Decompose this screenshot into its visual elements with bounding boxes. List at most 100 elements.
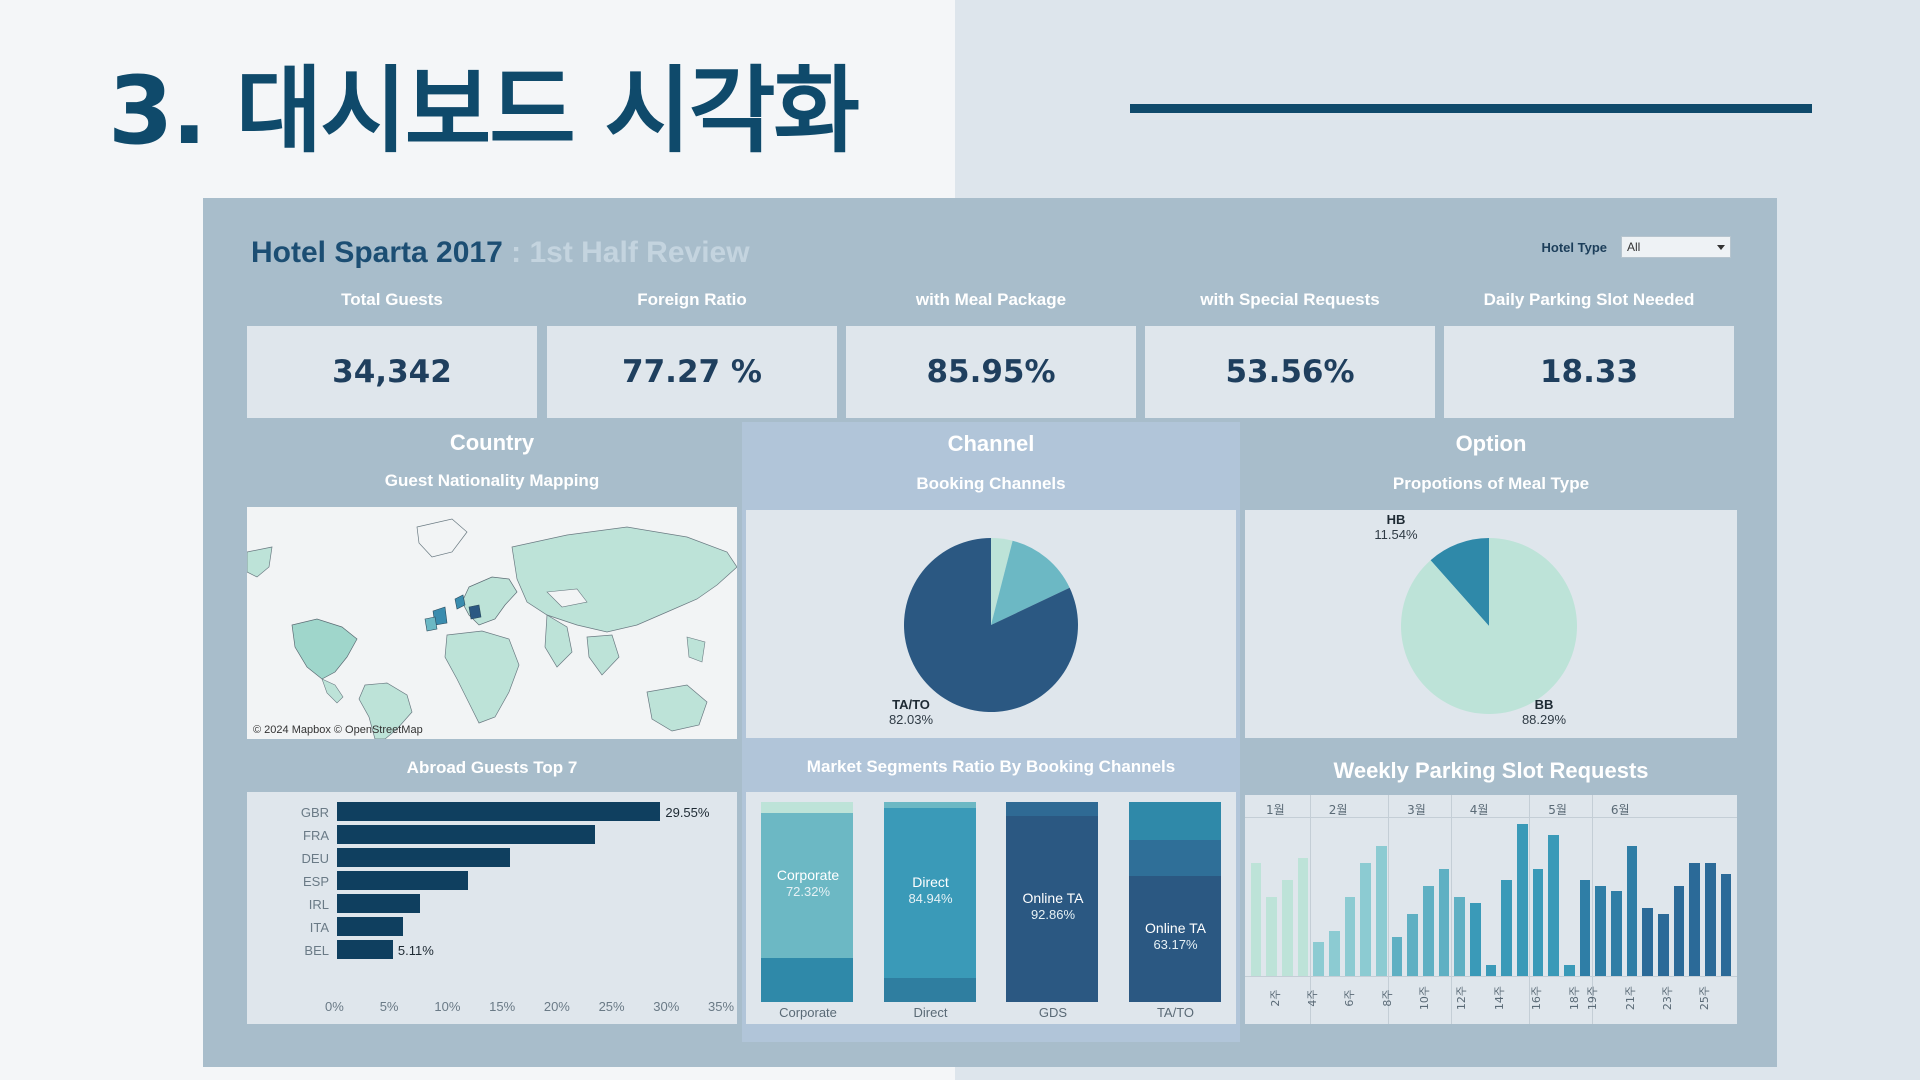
parking-week-label: 16주	[1530, 985, 1544, 1011]
booking-channel-slice-0[interactable]	[991, 538, 1013, 625]
top7-xtick: 30%	[653, 999, 680, 1014]
parking-bar[interactable]	[1422, 885, 1434, 976]
hotel-type-select[interactable]: All	[1621, 236, 1731, 258]
parking-bar[interactable]	[1501, 880, 1512, 976]
segment-bar-tato-0[interactable]	[1128, 802, 1221, 840]
top7-category-fra: FRA	[303, 828, 329, 843]
parking-bar[interactable]	[1548, 834, 1560, 976]
kpi-total-guests: 34,342	[247, 326, 537, 418]
section-subtitle-option: Propotions of Meal Type	[1392, 474, 1590, 493]
top7-bar-ita[interactable]	[337, 917, 403, 936]
parking-bar[interactable]	[1266, 897, 1277, 976]
parking-bar-chart[interactable]: 1월 2월 3월 4월 5월 6월 2주 4주 6주 8주 10주 12주 14주 16주 18주 19주 21…	[1245, 795, 1737, 1024]
top7-bar-bel[interactable]	[337, 940, 393, 959]
parking-week-label: 2주	[1268, 989, 1282, 1007]
segment-label-pct: 84.94%	[908, 891, 953, 907]
parking-bar[interactable]	[1375, 846, 1387, 976]
parking-bar[interactable]	[1532, 868, 1544, 976]
parking-bar[interactable]	[1689, 863, 1701, 976]
parking-bar[interactable]	[1313, 942, 1324, 976]
world-map-svg	[247, 507, 737, 739]
top7-category-esp: ESP	[302, 874, 329, 889]
kpi-parking-slot: 18.33	[1444, 326, 1734, 418]
world-map[interactable]: © 2024 Mapbox © OpenStreetMap	[247, 507, 737, 739]
segment-bar-tato-1[interactable]	[1128, 840, 1221, 876]
pie-label-hb-name: HB	[1386, 512, 1406, 527]
segment-bar-gds-1[interactable]	[1006, 816, 1098, 1002]
parking-bar[interactable]	[1595, 885, 1607, 976]
parking-week-label: 14주	[1492, 985, 1506, 1011]
booking-channel-slice-2[interactable]	[904, 538, 1078, 712]
parking-bar[interactable]	[1705, 863, 1716, 976]
top7-bar-irl[interactable]	[337, 894, 421, 913]
parking-month-label: 2월	[1328, 803, 1348, 817]
booking-channel-slice-1[interactable]	[991, 540, 1070, 625]
parking-bar[interactable]	[1407, 913, 1418, 976]
segment-bar-direct-0[interactable]	[883, 802, 976, 808]
top7-bar-deu[interactable]	[337, 848, 510, 867]
parking-week-label: 6주	[1343, 989, 1357, 1007]
segment-bar-direct-1[interactable]	[883, 808, 976, 978]
top7-bar-gbr[interactable]	[337, 802, 661, 821]
booking-channels-pie[interactable]	[746, 510, 1236, 738]
section-title-top7: Abroad Guests Top 7	[406, 758, 578, 777]
segment-bar-corporate-0[interactable]	[761, 802, 853, 814]
segment-bar-direct-2[interactable]	[883, 977, 976, 1002]
segment-label-name: Corporate	[776, 866, 840, 883]
segment-category-direct: Direct	[913, 1005, 948, 1020]
parking-month-label: 6월	[1610, 803, 1630, 817]
segment-label-pct: 72.32%	[785, 883, 831, 899]
section-subtitle-channel: Booking Channels	[916, 474, 1066, 493]
parking-month-divider	[1388, 795, 1390, 1024]
parking-bar[interactable]	[1720, 874, 1732, 976]
parking-bar[interactable]	[1485, 964, 1497, 976]
segment-bar-tato-2[interactable]	[1128, 875, 1221, 1002]
parking-bar[interactable]	[1517, 823, 1528, 976]
parking-bar[interactable]	[1642, 908, 1654, 976]
parking-bar[interactable]	[1328, 930, 1340, 976]
meal-type-slice-0[interactable]	[1430, 538, 1489, 626]
parking-bar[interactable]	[1579, 880, 1591, 976]
parking-bar[interactable]	[1250, 863, 1262, 976]
parking-bar[interactable]	[1297, 857, 1309, 976]
parking-bar[interactable]	[1658, 913, 1669, 976]
top7-xtick: 15%	[489, 999, 516, 1014]
parking-bar[interactable]	[1281, 880, 1293, 976]
parking-month-label: 5월	[1548, 803, 1567, 817]
parking-bar[interactable]	[1438, 868, 1450, 976]
parking-bar[interactable]	[1611, 891, 1622, 976]
parking-bar[interactable]	[1344, 897, 1356, 976]
segments-bar-chart[interactable]: Corporate 72.32% Corporate Direct 84.94% Dire…	[746, 792, 1236, 1024]
segment-category-corporate: Corporate	[779, 1005, 837, 1020]
parking-week-label: 4주	[1305, 989, 1319, 1007]
top7-bar-chart[interactable]: GBR 29.55% FRA DEU ESP IRL ITA BEL 5.11% 0% 5% 10% 1…	[247, 792, 737, 1024]
parking-bar[interactable]	[1673, 885, 1685, 976]
segment-bar-gds-0[interactable]	[1006, 802, 1098, 817]
chevron-down-icon[interactable]	[1717, 245, 1725, 250]
parking-bar[interactable]	[1626, 846, 1638, 976]
parking-week-label: 18주	[1567, 985, 1581, 1011]
top7-xtick: 0%	[325, 999, 344, 1014]
section-subtitle-country: Guest Nationality Mapping	[384, 471, 600, 490]
booking-channels-panel: TA/TO 82.03%	[746, 510, 1236, 738]
top7-bar-fra[interactable]	[337, 825, 596, 844]
segment-label-name: Online TA	[1145, 919, 1206, 936]
parking-week-label: 21주	[1623, 985, 1637, 1011]
parking-bar[interactable]	[1360, 863, 1371, 976]
parking-month-divider	[1529, 795, 1531, 1024]
parking-bar[interactable]	[1454, 897, 1465, 976]
meal-type-slice-1[interactable]	[1401, 538, 1577, 714]
segment-bar-corporate-2[interactable]	[761, 958, 853, 1002]
pie-label-bb-name: BB	[1534, 697, 1554, 712]
parking-bar[interactable]	[1391, 936, 1403, 976]
segment-label-pct: 92.86%	[1030, 907, 1076, 923]
segment-bar-corporate-1[interactable]	[761, 813, 853, 959]
top7-bar-esp[interactable]	[337, 871, 469, 890]
meal-type-pie[interactable]	[1245, 510, 1737, 738]
segment-label-name: Direct	[912, 873, 949, 890]
slide-title: 3. 대시보드 시각화	[108, 57, 860, 166]
top7-xtick: 10%	[434, 999, 461, 1014]
parking-bar[interactable]	[1469, 902, 1481, 976]
segment-label: Direct 84.94%	[884, 873, 978, 908]
parking-bar[interactable]	[1564, 964, 1575, 976]
